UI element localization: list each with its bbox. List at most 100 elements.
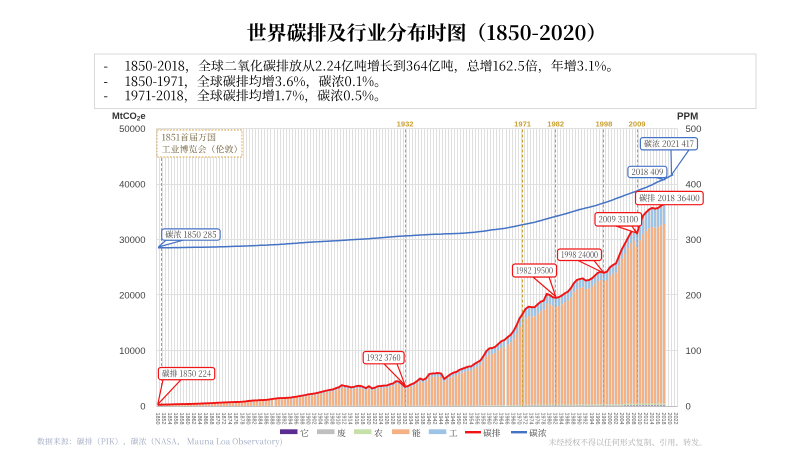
svg-text:0: 0 <box>140 401 145 412</box>
svg-text:100: 100 <box>686 346 702 357</box>
svg-text:1938: 1938 <box>419 413 425 425</box>
svg-text:1940: 1940 <box>425 413 431 425</box>
svg-text:1934: 1934 <box>407 413 413 425</box>
svg-text:1874: 1874 <box>226 413 232 425</box>
svg-text:1960: 1960 <box>485 413 491 425</box>
svg-text:1864: 1864 <box>196 413 202 425</box>
svg-text:1942: 1942 <box>431 413 437 425</box>
svg-text:2010: 2010 <box>636 413 642 425</box>
svg-text:1971: 1971 <box>514 120 532 129</box>
svg-text:1924: 1924 <box>377 413 383 425</box>
svg-text:2006: 2006 <box>624 413 630 425</box>
svg-text:1998: 1998 <box>600 413 606 425</box>
svg-text:1910: 1910 <box>335 413 341 425</box>
svg-text:1932: 1932 <box>397 120 414 129</box>
svg-text:2000: 2000 <box>606 413 612 425</box>
svg-text:1936: 1936 <box>413 413 419 425</box>
svg-text:1976: 1976 <box>534 413 540 425</box>
svg-text:1852: 1852 <box>160 413 166 425</box>
svg-text:1894: 1894 <box>287 413 293 425</box>
svg-text:30000: 30000 <box>119 235 145 246</box>
svg-text:1858: 1858 <box>178 413 184 425</box>
svg-text:1978: 1978 <box>540 413 546 425</box>
svg-text:1990: 1990 <box>576 413 582 425</box>
svg-text:1896: 1896 <box>293 413 299 425</box>
svg-text:1994: 1994 <box>588 413 594 425</box>
svg-text:0: 0 <box>686 401 691 412</box>
svg-text:1966: 1966 <box>503 413 509 425</box>
svg-text:2004: 2004 <box>618 413 624 425</box>
svg-text:1984: 1984 <box>558 413 564 425</box>
svg-text:1918: 1918 <box>359 413 365 425</box>
svg-text:1868: 1868 <box>208 413 214 425</box>
svg-text:1968: 1968 <box>509 413 515 425</box>
svg-text:1948: 1948 <box>449 413 455 425</box>
svg-text:1886: 1886 <box>262 413 268 425</box>
svg-text:1862: 1862 <box>190 413 196 425</box>
svg-text:2002: 2002 <box>612 413 618 425</box>
svg-text:1928: 1928 <box>389 413 395 425</box>
svg-text:1970: 1970 <box>516 413 522 425</box>
svg-text:1882: 1882 <box>250 413 256 425</box>
svg-text:MtCO2e: MtCO2e <box>112 111 146 123</box>
svg-text:1974: 1974 <box>528 413 534 425</box>
svg-text:1850: 1850 <box>154 413 160 425</box>
svg-text:1982: 1982 <box>547 120 564 129</box>
svg-text:20000: 20000 <box>119 290 145 301</box>
svg-text:1996: 1996 <box>594 413 600 425</box>
svg-text:1860: 1860 <box>184 413 190 425</box>
svg-text:50000: 50000 <box>119 124 145 135</box>
svg-text:2008: 2008 <box>630 413 636 425</box>
svg-text:1900: 1900 <box>305 413 311 425</box>
svg-text:1904: 1904 <box>317 413 323 425</box>
svg-text:1878: 1878 <box>238 413 244 425</box>
svg-text:2009: 2009 <box>629 120 646 129</box>
svg-text:1954: 1954 <box>467 413 473 425</box>
svg-text:1972: 1972 <box>522 413 528 425</box>
svg-text:1854: 1854 <box>166 413 172 425</box>
svg-text:1920: 1920 <box>365 413 371 425</box>
svg-text:1930: 1930 <box>395 413 401 425</box>
svg-text:2016: 2016 <box>654 413 660 425</box>
svg-text:1986: 1986 <box>564 413 570 425</box>
svg-text:1880: 1880 <box>244 413 250 425</box>
svg-text:1912: 1912 <box>341 413 347 425</box>
svg-text:1908: 1908 <box>329 413 335 425</box>
svg-text:1876: 1876 <box>232 413 238 425</box>
svg-text:1906: 1906 <box>323 413 329 425</box>
svg-text:10000: 10000 <box>119 346 145 357</box>
svg-text:2018: 2018 <box>660 413 666 425</box>
svg-text:1958: 1958 <box>479 413 485 425</box>
svg-text:300: 300 <box>686 235 702 246</box>
svg-text:1982: 1982 <box>552 413 558 425</box>
svg-text:500: 500 <box>686 124 702 135</box>
svg-text:1956: 1956 <box>473 413 479 425</box>
svg-text:1888: 1888 <box>268 413 274 425</box>
svg-text:1946: 1946 <box>443 413 449 425</box>
svg-text:1980: 1980 <box>546 413 552 425</box>
svg-text:1952: 1952 <box>461 413 467 425</box>
svg-text:2020: 2020 <box>666 413 672 425</box>
svg-text:1998: 1998 <box>595 120 612 129</box>
svg-text:1884: 1884 <box>256 413 262 425</box>
svg-text:1922: 1922 <box>371 413 377 425</box>
svg-text:1992: 1992 <box>582 413 588 425</box>
svg-text:1892: 1892 <box>280 413 286 425</box>
svg-text:1926: 1926 <box>383 413 389 425</box>
svg-text:1872: 1872 <box>220 413 226 425</box>
svg-text:1988: 1988 <box>570 413 576 425</box>
svg-text:200: 200 <box>686 290 702 301</box>
svg-text:1964: 1964 <box>497 413 503 425</box>
svg-text:1866: 1866 <box>202 413 208 425</box>
svg-text:1856: 1856 <box>172 413 178 425</box>
svg-text:40000: 40000 <box>119 179 145 190</box>
svg-text:2022: 2022 <box>672 413 678 425</box>
svg-text:1944: 1944 <box>437 413 443 425</box>
svg-text:1932: 1932 <box>401 413 407 425</box>
svg-text:1950: 1950 <box>455 413 461 425</box>
svg-text:2014: 2014 <box>648 413 654 425</box>
svg-text:1962: 1962 <box>491 413 497 425</box>
svg-text:400: 400 <box>686 179 702 190</box>
svg-text:1890: 1890 <box>274 413 280 425</box>
svg-text:1898: 1898 <box>299 413 305 425</box>
